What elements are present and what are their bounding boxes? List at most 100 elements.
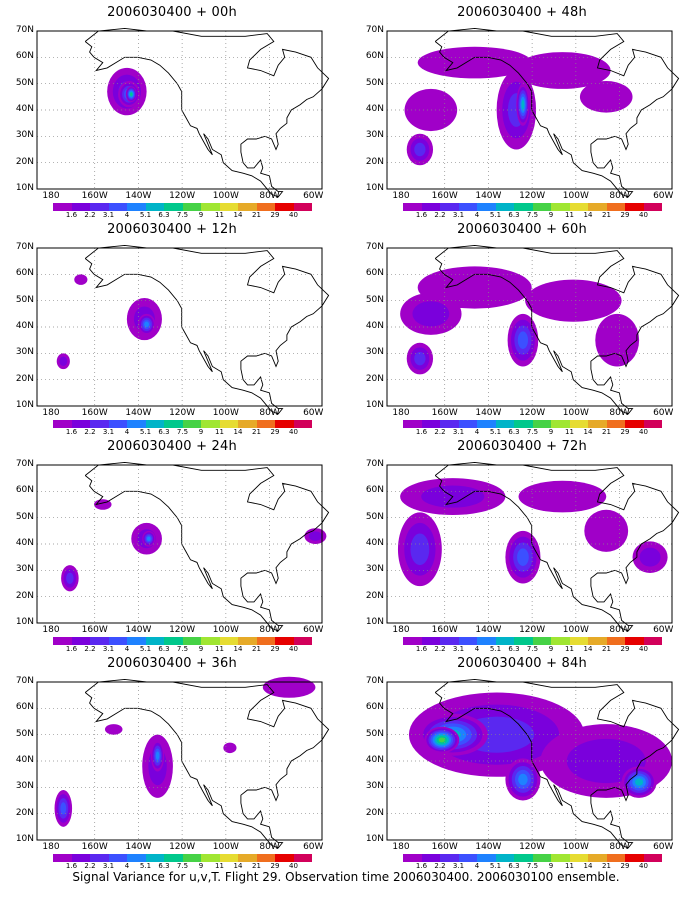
- lat-tick-label: 10N: [365, 400, 384, 410]
- colorbar-label: 4: [124, 211, 130, 219]
- colorbar-swatch: [625, 854, 644, 862]
- colorbar-label: 3.1: [452, 428, 465, 436]
- colorbar-swatch: [164, 637, 183, 645]
- colorbar-swatch: [201, 637, 220, 645]
- colorbar-swatch: [71, 420, 90, 428]
- variance-contour: [517, 331, 529, 349]
- colorbar-label: 11: [565, 211, 574, 219]
- lon-tick-label: 100W: [562, 191, 589, 201]
- lon-tick-label: 120W: [169, 842, 196, 852]
- colorbar-label: 1.6: [65, 862, 78, 870]
- colorbar-label: 9: [548, 428, 554, 436]
- colorbar-label: 2.2: [84, 211, 96, 219]
- lon-tick-label: 120W: [169, 191, 196, 201]
- variance-contour: [155, 751, 160, 761]
- colorbar-swatch: [256, 854, 275, 862]
- colorbar: [403, 637, 662, 645]
- colorbar-label: 5.1: [139, 645, 152, 653]
- lat-tick-label: 10N: [15, 183, 34, 193]
- colorbar-label: 7.5: [526, 645, 539, 653]
- colorbar-label: 21: [602, 645, 611, 653]
- lon-tick-label: 120W: [519, 625, 546, 635]
- colorbar-label: 9: [548, 862, 554, 870]
- colorbar-swatch: [421, 203, 440, 211]
- lon-tick-label: 60W: [653, 842, 674, 852]
- lat-tick-label: 70N: [365, 25, 384, 35]
- coastline: [84, 678, 330, 849]
- colorbar-label: 6.3: [158, 862, 170, 870]
- colorbar-swatch: [606, 420, 625, 428]
- colorbar-swatch: [108, 637, 127, 645]
- colorbar: [403, 203, 662, 211]
- colorbar-swatch: [164, 420, 183, 428]
- colorbar-swatch: [293, 420, 312, 428]
- lon-tick-label: 160W: [81, 408, 108, 418]
- colorbar-swatch: [440, 854, 459, 862]
- colorbar-label: 9: [198, 211, 204, 219]
- colorbar: [53, 854, 312, 862]
- lon-tick-label: 80W: [609, 408, 630, 418]
- coastline: [434, 244, 680, 415]
- colorbar-label: 11: [215, 428, 224, 436]
- lat-tick-label: 30N: [365, 347, 384, 358]
- lon-tick-label: 120W: [519, 408, 546, 418]
- colorbar-swatch: [53, 637, 72, 645]
- colorbar-swatch: [458, 637, 477, 645]
- panel-title: 2006030400 + 12h: [107, 222, 237, 237]
- colorbar-label: 4: [124, 645, 130, 653]
- lon-tick-label: 160W: [431, 191, 458, 201]
- colorbar-label: 7.5: [526, 428, 539, 436]
- lon-tick-label: 100W: [562, 625, 589, 635]
- colorbar-label: 3.1: [102, 428, 115, 436]
- colorbar-label: 14: [233, 862, 243, 870]
- colorbar: [403, 854, 662, 862]
- colorbar-label: 2.2: [434, 428, 446, 436]
- colorbar-swatch: [551, 420, 570, 428]
- colorbar: [53, 203, 312, 211]
- variance-contour: [639, 547, 661, 567]
- map-panel: 2006030400 + 60h 70N 60N 50N 40N 30N 20N 10N 180…: [354, 221, 690, 437]
- lat-tick-label: 40N: [365, 321, 384, 331]
- lat-tick-label: 70N: [15, 676, 34, 686]
- lon-tick-label: 180: [392, 408, 410, 418]
- colorbar-label: 14: [233, 428, 243, 436]
- colorbar-label: 21: [252, 428, 261, 436]
- colorbar-label: 29: [270, 862, 280, 870]
- colorbar-label: 29: [620, 645, 630, 653]
- colorbar-label: 21: [252, 211, 261, 219]
- variance-contour: [104, 724, 123, 735]
- colorbar-label: 1.6: [415, 862, 428, 870]
- colorbar-swatch: [551, 854, 570, 862]
- colorbar-label: 11: [215, 645, 224, 653]
- lon-tick-label: 80W: [259, 625, 280, 635]
- colorbar-label: 3.1: [102, 211, 115, 219]
- colorbar-label: 29: [620, 862, 630, 870]
- lat-tick-label: 20N: [15, 807, 34, 818]
- map-panel: 2006030400 + 84h 70N 60N 50N 40N 30N 20N 10N 180…: [354, 655, 690, 871]
- colorbar-swatch: [532, 420, 551, 428]
- lat-tick-label: 40N: [15, 538, 34, 548]
- colorbar-label: 21: [252, 645, 261, 653]
- colorbar-label: 6.3: [158, 211, 170, 219]
- lat-tick-label: 40N: [365, 755, 384, 765]
- colorbar: [53, 637, 312, 645]
- colorbar-swatch: [588, 203, 607, 211]
- colorbar-label: 11: [565, 862, 574, 870]
- lat-tick-label: 10N: [365, 834, 384, 844]
- colorbar-label: 40: [639, 862, 648, 870]
- colorbar-swatch: [201, 203, 220, 211]
- colorbar: [403, 420, 662, 428]
- lon-tick-label: 180: [42, 408, 60, 418]
- variance-contour: [517, 548, 529, 566]
- colorbar-swatch: [182, 854, 201, 862]
- lon-tick-label: 60W: [303, 408, 324, 418]
- lat-tick-label: 20N: [365, 590, 384, 601]
- lat-tick-label: 50N: [15, 728, 34, 739]
- lat-tick-label: 30N: [15, 781, 34, 792]
- lat-tick-label: 70N: [15, 242, 34, 252]
- variance-contour: [59, 356, 68, 366]
- colorbar-swatch: [53, 420, 72, 428]
- lon-tick-label: 60W: [303, 191, 324, 201]
- lat-tick-label: 50N: [15, 294, 34, 305]
- forecast-map: [36, 461, 330, 632]
